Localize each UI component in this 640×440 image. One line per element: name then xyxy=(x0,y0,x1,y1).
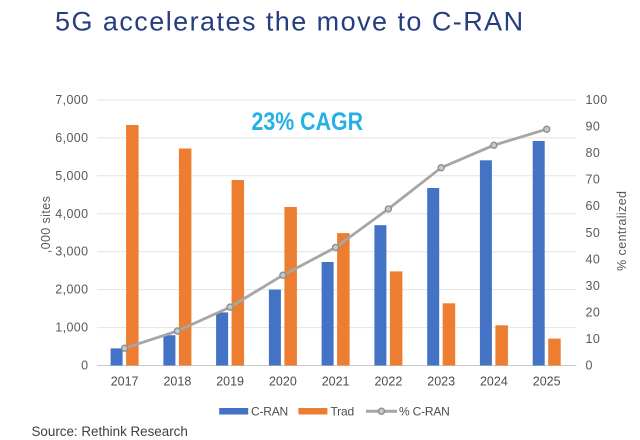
svg-text:70: 70 xyxy=(586,173,601,187)
svg-text:6,000: 6,000 xyxy=(55,131,88,145)
svg-text:2,000: 2,000 xyxy=(55,283,88,297)
svg-text:2021: 2021 xyxy=(322,375,350,389)
svg-text:2024: 2024 xyxy=(480,375,508,389)
svg-text:% centralized: % centralized xyxy=(615,191,629,271)
svg-text:2020: 2020 xyxy=(269,375,297,389)
svg-text:0: 0 xyxy=(81,359,88,373)
svg-text:5,000: 5,000 xyxy=(55,169,88,183)
svg-text:10: 10 xyxy=(586,332,601,346)
svg-text:7,000: 7,000 xyxy=(55,93,88,107)
svg-text:% C-RAN: % C-RAN xyxy=(399,405,450,419)
svg-text:,000 sites: ,000 sites xyxy=(39,196,53,254)
svg-text:2023: 2023 xyxy=(427,375,455,389)
svg-text:Source: Rethink Research: Source: Rethink Research xyxy=(32,424,188,439)
svg-text:2022: 2022 xyxy=(374,375,402,389)
svg-text:2025: 2025 xyxy=(533,375,561,389)
svg-text:50: 50 xyxy=(586,226,601,240)
svg-text:Trad: Trad xyxy=(331,405,354,419)
svg-text:5G accelerates the move to C-R: 5G accelerates the move to C-RAN xyxy=(55,7,525,37)
svg-text:1,000: 1,000 xyxy=(55,321,88,335)
svg-text:23% CAGR: 23% CAGR xyxy=(252,108,364,136)
svg-text:2018: 2018 xyxy=(163,375,191,389)
svg-text:C-RAN: C-RAN xyxy=(251,405,288,419)
svg-text:40: 40 xyxy=(586,252,601,266)
svg-text:3,000: 3,000 xyxy=(55,245,88,259)
svg-text:100: 100 xyxy=(586,93,608,107)
svg-text:90: 90 xyxy=(586,120,601,134)
svg-text:2017: 2017 xyxy=(111,375,139,389)
svg-text:30: 30 xyxy=(586,279,601,293)
svg-text:0: 0 xyxy=(586,359,593,373)
svg-text:20: 20 xyxy=(586,305,601,319)
svg-text:80: 80 xyxy=(586,146,601,160)
svg-text:60: 60 xyxy=(586,199,601,213)
svg-text:2019: 2019 xyxy=(216,375,244,389)
svg-text:4,000: 4,000 xyxy=(55,207,88,221)
